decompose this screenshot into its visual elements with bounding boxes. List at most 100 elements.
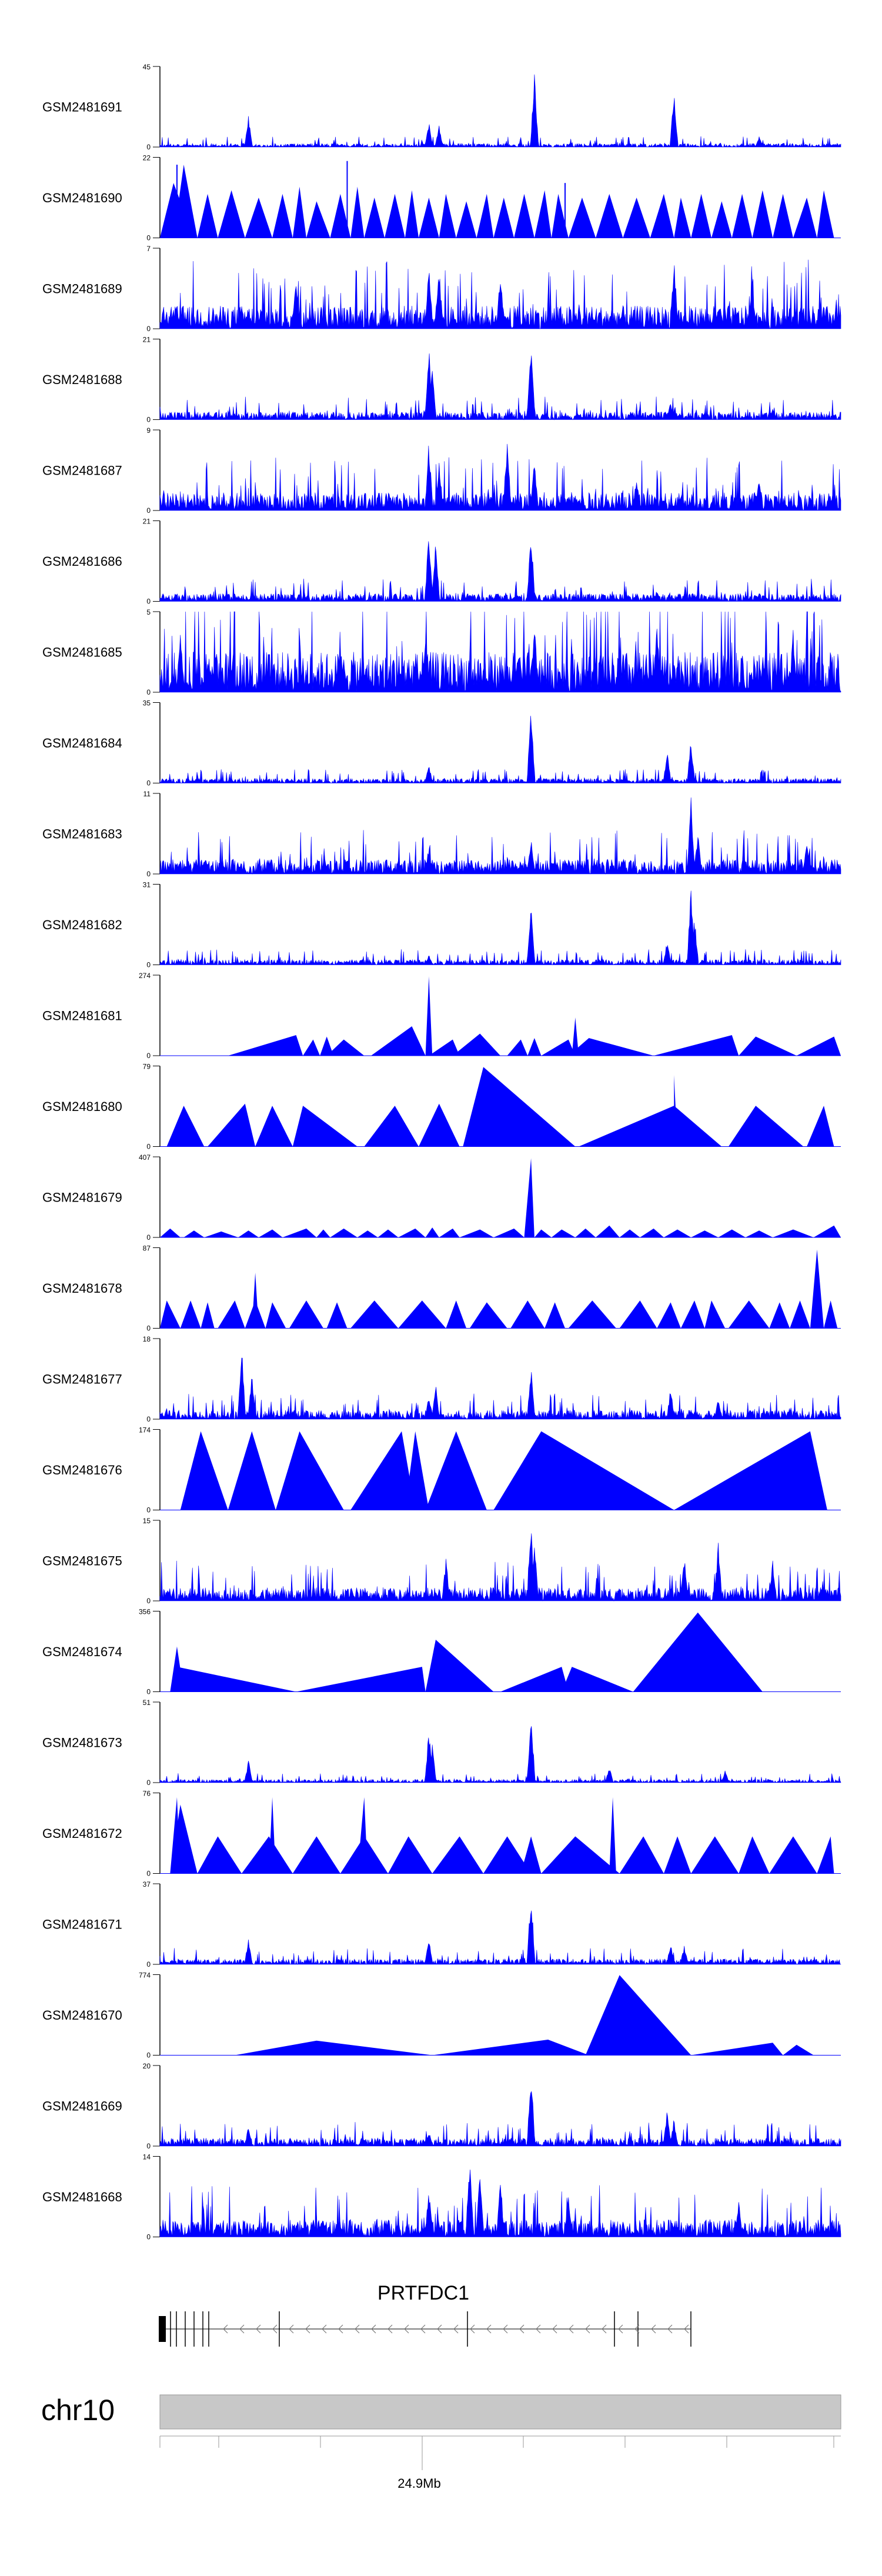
signal-peak [752, 190, 773, 238]
signal-peak [493, 1431, 674, 1510]
signal-area [159, 259, 841, 329]
signal-peak [272, 193, 293, 238]
signal-peak [476, 193, 494, 238]
signal-peak [534, 1229, 552, 1237]
signal-peak [292, 1106, 358, 1147]
signal-peak [527, 1038, 542, 1056]
y-max-label: 35 [143, 699, 151, 708]
signal-peak [674, 198, 691, 238]
signal-peak [197, 1836, 242, 1874]
strand-arrow-icon [470, 2324, 475, 2334]
signal-peak [657, 1302, 681, 1329]
signal-peak [357, 1230, 378, 1237]
signal-area [159, 353, 841, 421]
track-label: GSM2481684 [42, 736, 122, 750]
signal-peak [813, 1225, 841, 1237]
signal-peak [201, 1302, 215, 1329]
signal-peak [551, 1229, 576, 1237]
track-GSM2481679: GSM2481679 407 0 [42, 1153, 841, 1242]
y-max-label: 45 [143, 63, 151, 71]
signal-peak [218, 1300, 245, 1329]
signal-peak [265, 1302, 286, 1329]
signal-peak [544, 1302, 566, 1329]
signal-peak [228, 1035, 303, 1056]
track-label: GSM2481671 [42, 1917, 122, 1932]
signal-peak [197, 193, 218, 238]
track-GSM2481691: GSM2481691 45 0 [42, 63, 841, 151]
signal-area [159, 1533, 841, 1602]
signal-peak [609, 1797, 616, 1874]
strand-arrow-icon [239, 2324, 245, 2334]
track-label: GSM2481669 [42, 2099, 122, 2114]
strand-arrow-icon [338, 2324, 343, 2334]
track-GSM2481684: GSM2481684 35 0 [42, 699, 841, 788]
signal-peak [296, 1667, 426, 1692]
signal-peak [170, 1646, 184, 1692]
signal-peak [429, 1039, 460, 1056]
signal-peak [432, 1836, 484, 1874]
strand-arrow-icon [453, 2324, 459, 2334]
signal-peak [398, 1228, 426, 1237]
strand-arrow-icon [536, 2324, 541, 2334]
y-min-label: 0 [146, 1506, 151, 1514]
signal-area [159, 443, 841, 511]
signal-peak [568, 198, 596, 238]
signal-peak [596, 193, 623, 238]
signal-peak [653, 1035, 739, 1056]
y-min-label: 0 [146, 2051, 151, 2060]
signal-peak [739, 1036, 797, 1056]
strand-arrow-icon [420, 2324, 426, 2334]
signal-area [159, 1726, 841, 1783]
signal-area [159, 797, 841, 875]
y-max-label: 7 [146, 245, 151, 253]
track-GSM2481668: GSM2481668 14 0 [42, 2153, 841, 2241]
signal-peak [252, 1273, 259, 1329]
signal-peak [425, 976, 433, 1056]
signal-peak [326, 1039, 365, 1056]
signal-peak [718, 1229, 746, 1237]
signal-peak [493, 198, 514, 238]
signal-peak [514, 193, 534, 238]
signal-peak [459, 1229, 494, 1237]
signal-peak [568, 1038, 654, 1056]
signal-peak [773, 1229, 814, 1237]
signal-peak [282, 1228, 317, 1237]
strand-arrow-icon [223, 2324, 228, 2334]
signal-peak [235, 2040, 433, 2056]
track-label: GSM2481670 [42, 2008, 122, 2023]
signal-peak [432, 2039, 589, 2056]
track-GSM2481687: GSM2481687 9 0 [42, 426, 841, 515]
strand-arrow-icon [618, 2324, 623, 2334]
strand-arrow-icon [256, 2324, 261, 2334]
signal-peak [326, 1302, 348, 1329]
signal-peak [316, 1229, 330, 1237]
signal-peak [398, 1300, 446, 1329]
track-label: GSM2481682 [42, 917, 122, 932]
chromosome-label: chr10 [41, 2394, 115, 2427]
y-min-label: 0 [146, 506, 151, 515]
signal-area [159, 541, 841, 602]
signal-peak [773, 193, 793, 238]
signal-area [159, 716, 841, 784]
y-max-label: 15 [143, 1517, 151, 1525]
track-label: GSM2481689 [42, 282, 122, 296]
signal-peak [568, 1300, 616, 1329]
signal-peak [289, 1300, 323, 1329]
y-min-label: 0 [146, 234, 151, 242]
signal-peak [228, 1431, 276, 1510]
signal-peak [640, 1228, 664, 1237]
track-label: GSM2481686 [42, 554, 122, 569]
signal-peak [166, 1106, 205, 1147]
data-tracks-layer: GSM2481691450GSM2481690220GSM248168970GS… [42, 63, 841, 2241]
signal-peak [452, 1033, 500, 1056]
y-min-label: 0 [146, 416, 151, 424]
signal-peak [524, 1158, 534, 1237]
track-GSM2481682: GSM2481682 31 0 [42, 881, 841, 969]
signal-peak [255, 1106, 293, 1147]
signal-peak [204, 1231, 239, 1237]
signal-peak [180, 1431, 228, 1510]
signal-area [159, 2091, 841, 2147]
signal-peak [739, 1836, 770, 1874]
track-GSM2481676: GSM2481676 174 0 [42, 1426, 841, 1514]
signal-peak [619, 1836, 664, 1874]
